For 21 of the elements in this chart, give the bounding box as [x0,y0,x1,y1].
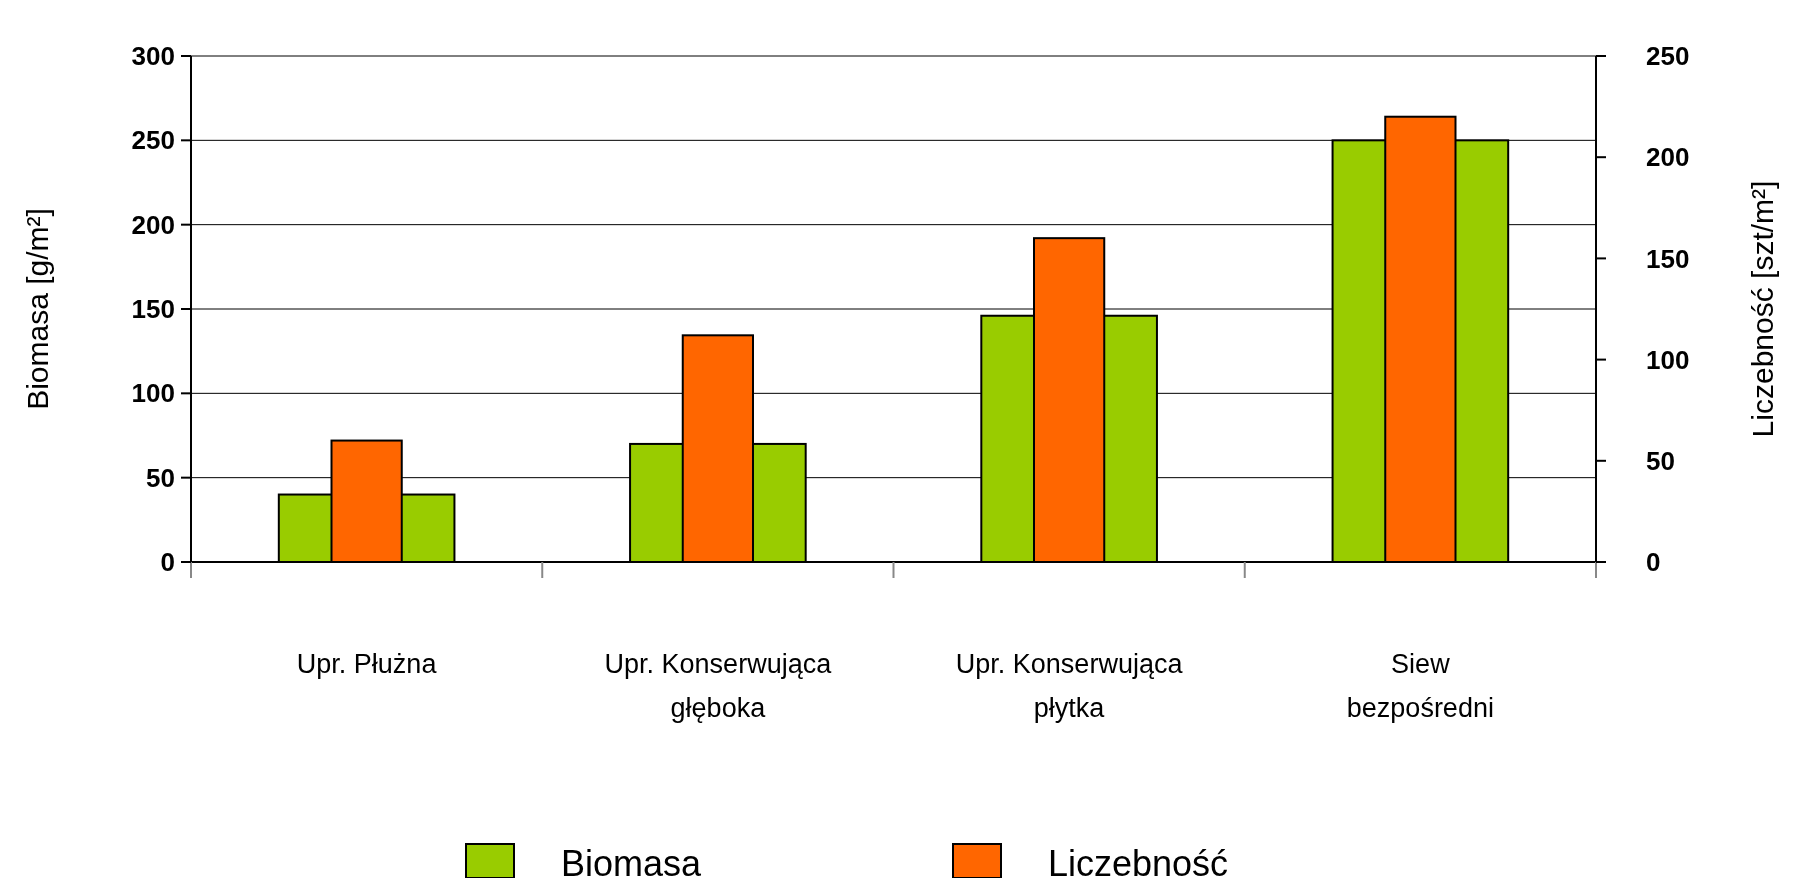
x-tick-label: Upr. Płużna [296,649,438,679]
y-tick-label: 300 [131,41,175,72]
y-tick-label: 0 [160,547,175,578]
legend-label: Liczebność [1048,842,1229,880]
legend-label: Biomasa [561,842,703,880]
y2-tick-label: 0 [1646,547,1661,578]
y2-tick-label: 50 [1646,445,1675,476]
y-axis-title: Biomasa [g/m²] [21,208,54,410]
y-tick-label: 150 [131,294,175,325]
x-tick-label: Siew bezpośredni [1346,649,1494,723]
y2-tick-label: 200 [1646,142,1690,173]
y-tick-label: 100 [131,378,175,409]
y-tick-label: 200 [131,209,175,240]
y-tick-label: 250 [131,125,175,156]
y-tick-label: 50 [146,462,175,493]
y2-tick-label: 100 [1646,344,1690,375]
x-tick-label: Upr. Konserwująca głęboka [604,649,833,723]
y2-axis-title: Liczebność [szt/m²] [1746,180,1779,438]
y2-tick-label: 150 [1646,243,1690,274]
y2-tick-label: 250 [1646,41,1690,72]
x-tick-label: Upr. Konserwująca płytka [955,649,1184,723]
